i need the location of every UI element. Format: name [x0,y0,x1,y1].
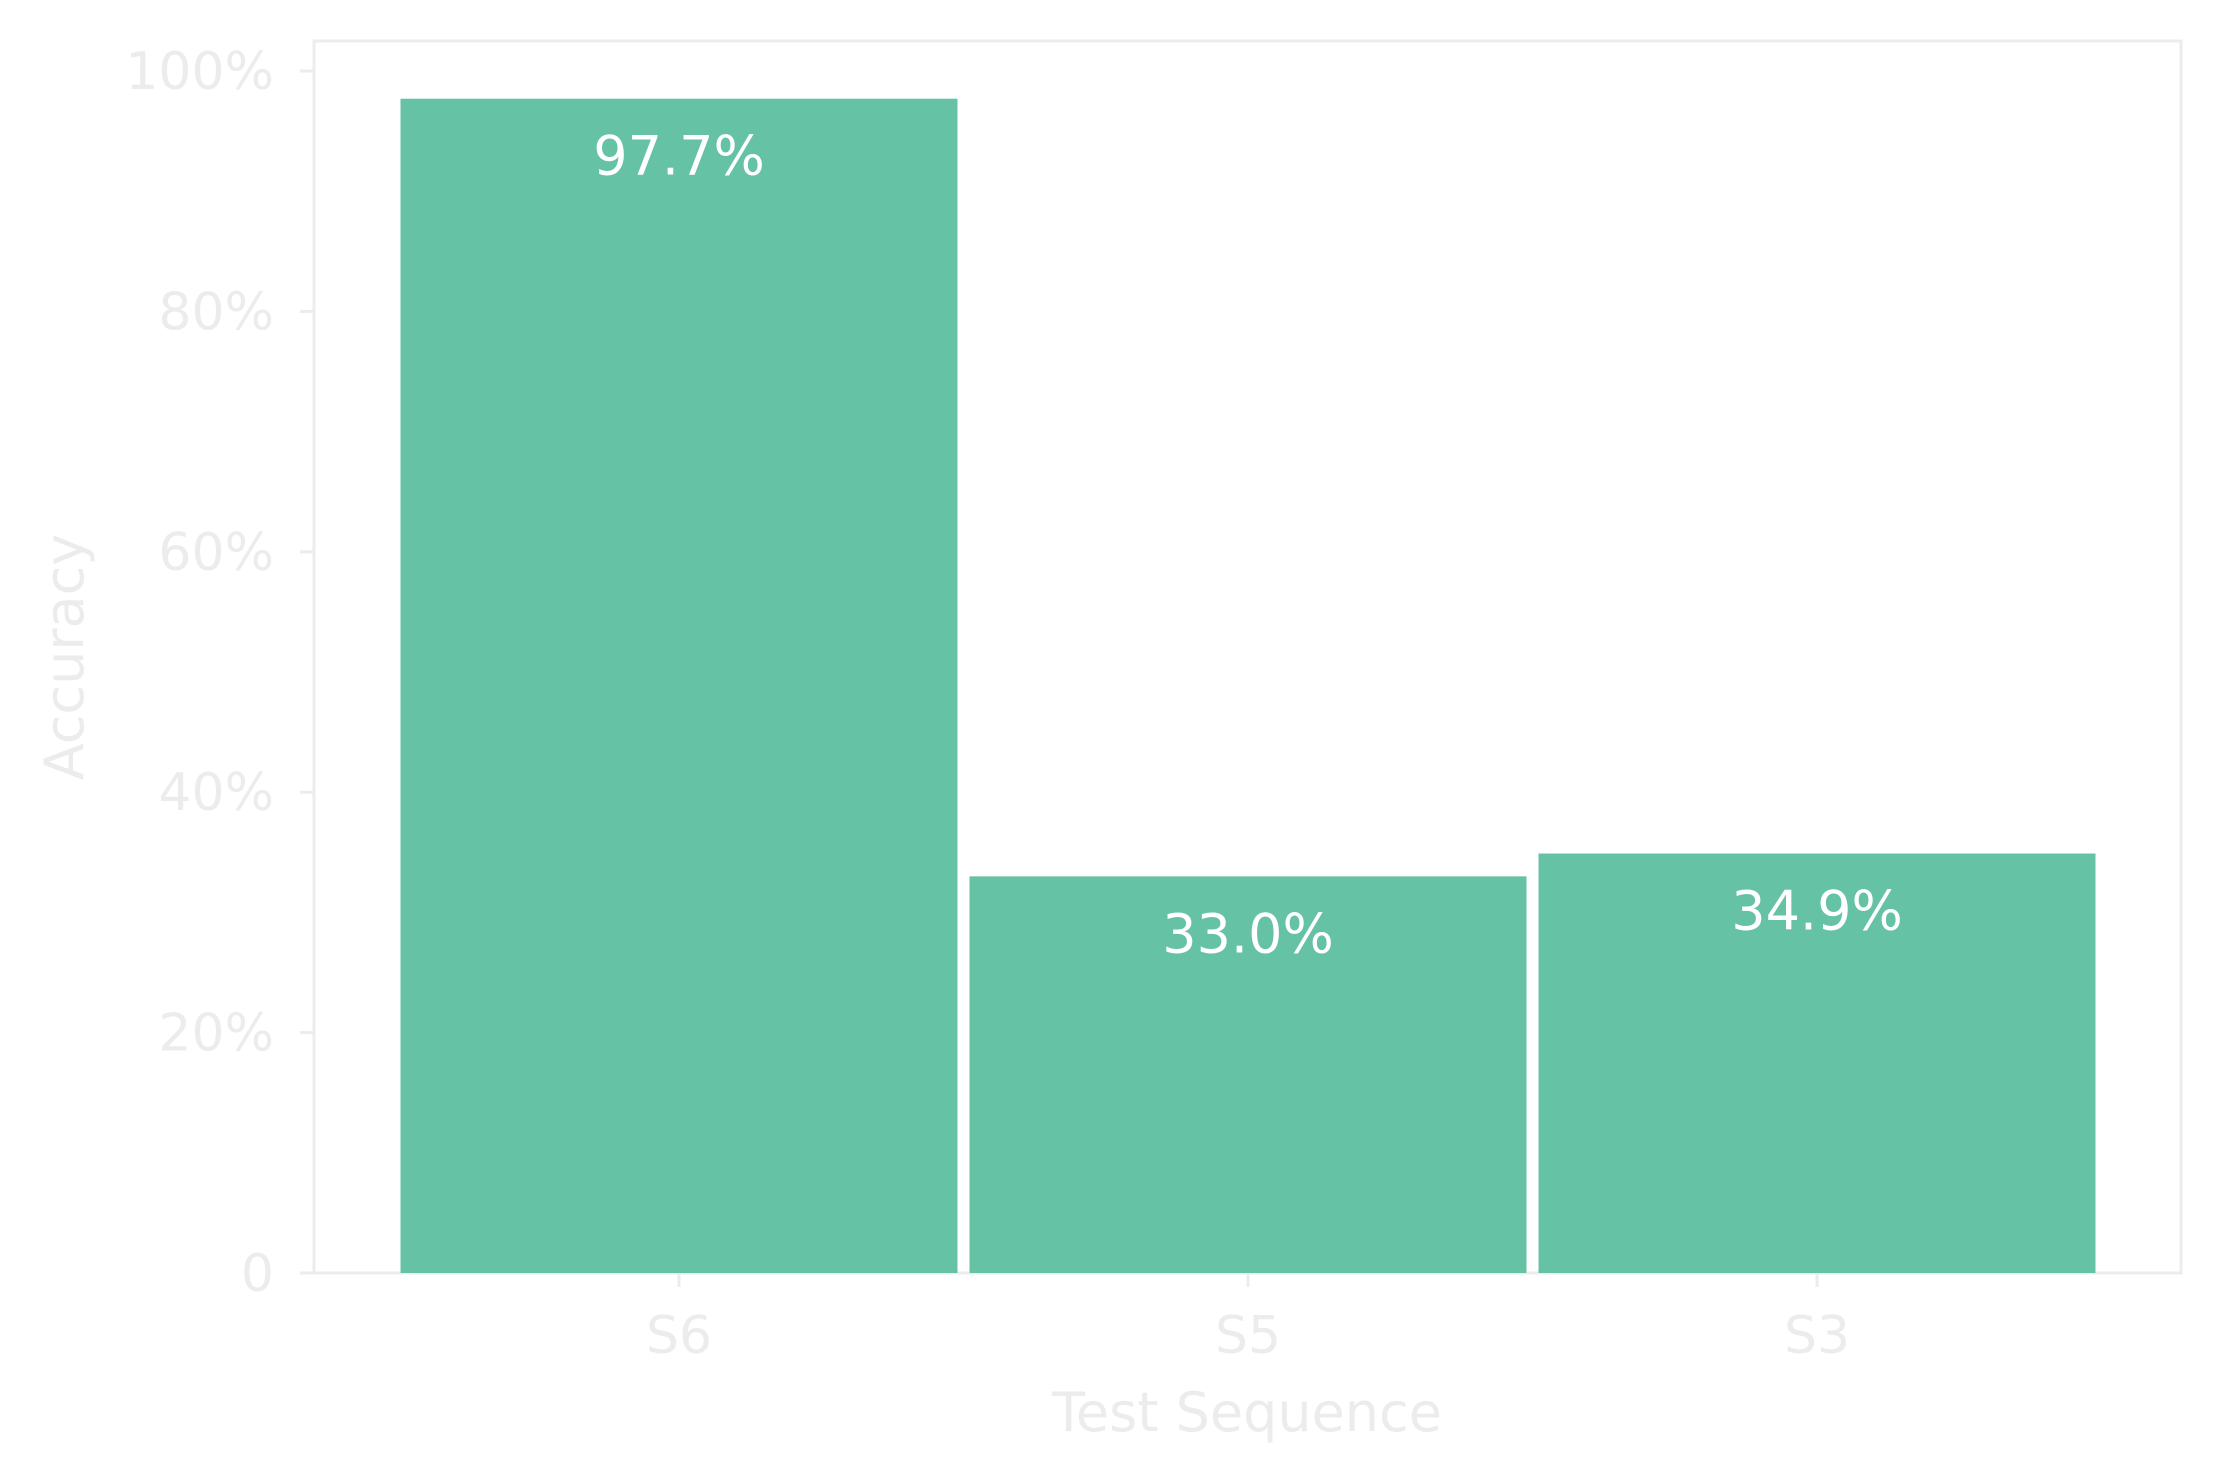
bar-s5 [969,876,1527,1273]
y-tick-label-20: 20% [158,1004,274,1064]
x-tick-label-s5: S5 [1215,1306,1281,1366]
bars-group [400,98,2096,1274]
bar-s6 [400,98,958,1274]
y-tick-label-0: 0 [241,1244,274,1304]
bar-value-label-s3: 34.9% [1731,880,1903,943]
x-axis-title: Test Sequence [1051,1381,1442,1444]
y-tick-label-40: 40% [158,763,274,823]
y-tick-label-60: 60% [158,523,274,583]
bar-value-label-s6: 97.7% [593,125,765,188]
bar-labels-group: 97.7% 33.0% 34.9% [593,125,1903,966]
y-axis: 0 20% 40% 60% 80% 100% [125,42,314,1304]
y-tick-label-80: 80% [158,282,274,342]
x-tick-label-s6: S6 [646,1306,712,1366]
x-tick-label-s3: S3 [1784,1306,1850,1366]
bar-s3 [1538,853,2096,1273]
y-tick-label-100: 100% [125,42,274,102]
bar-value-label-s5: 33.0% [1162,902,1334,965]
y-axis-title: Accuracy [33,534,96,781]
x-axis: S6 S5 S3 [646,1273,1850,1366]
